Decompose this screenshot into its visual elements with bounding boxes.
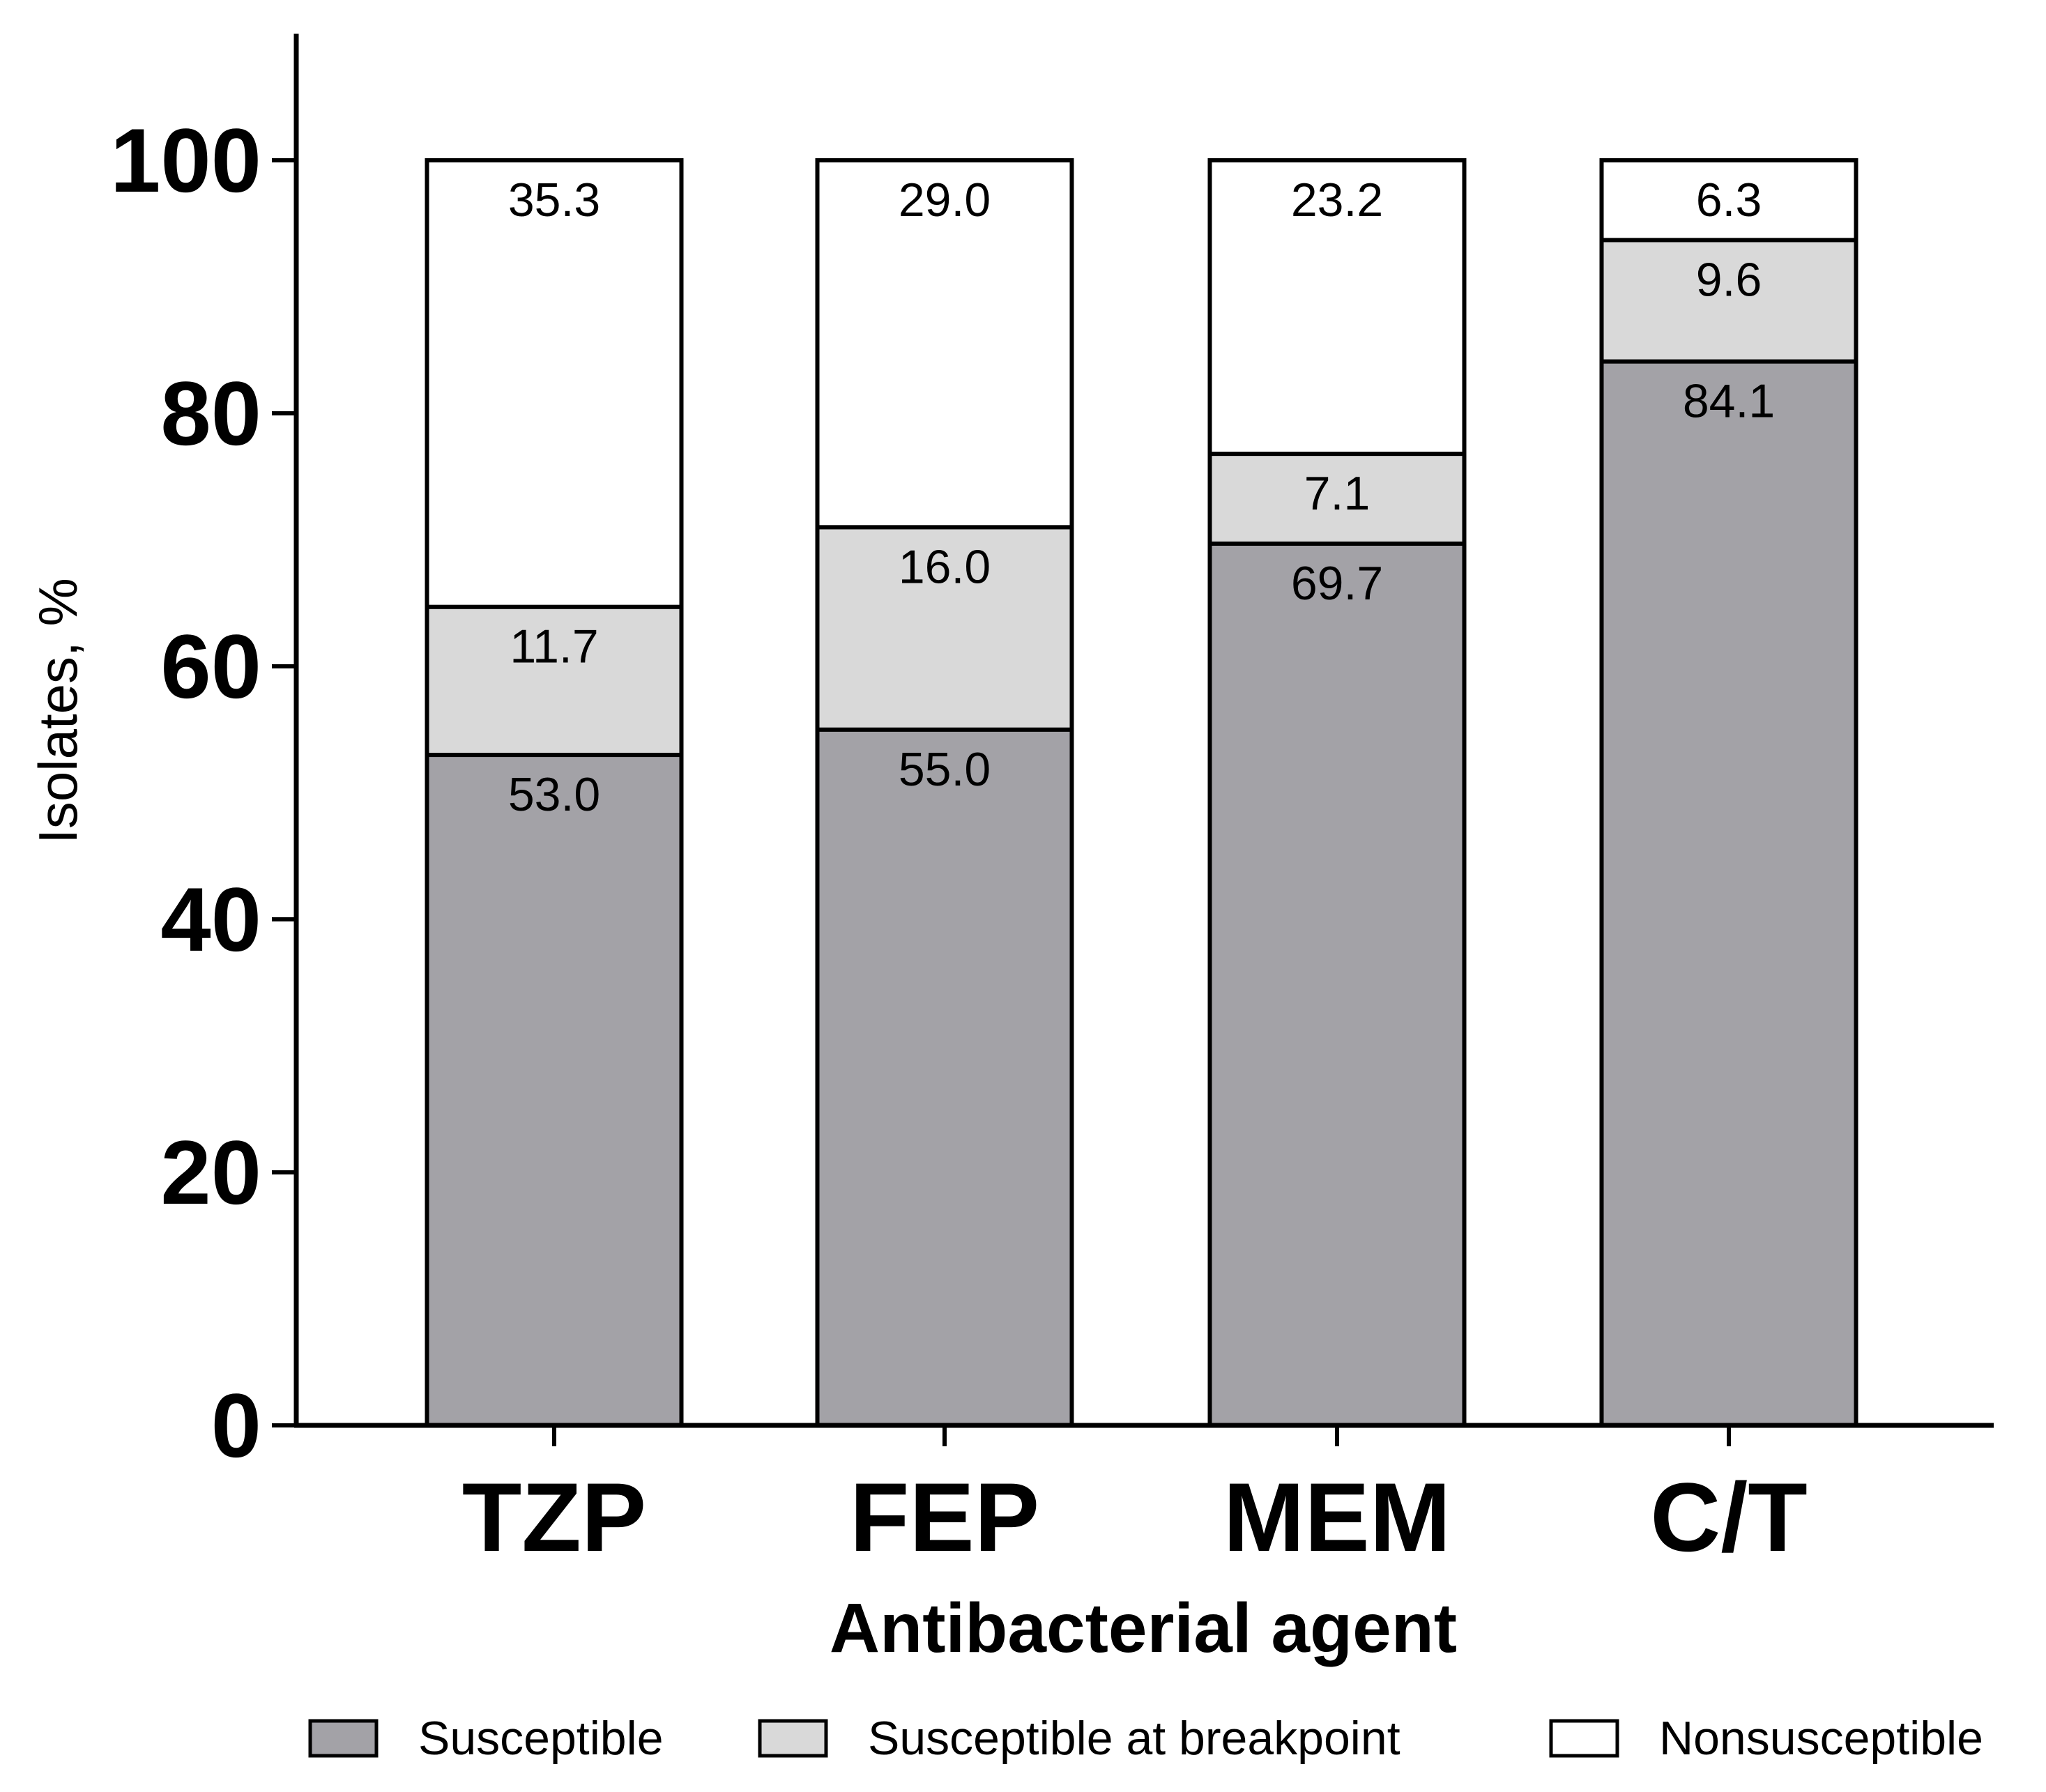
y-tick-label: 80 [160, 362, 261, 464]
bar-tzp-susceptible [425, 753, 684, 1428]
y-tick-label: 0 [211, 1374, 261, 1476]
data-label: 7.1 [1304, 467, 1371, 520]
data-label: 55.0 [899, 743, 991, 796]
legend-swatch [758, 1719, 828, 1758]
bar-tzp-susceptible-at-breakpoint [425, 604, 684, 758]
legend-label: Susceptible [418, 1712, 664, 1765]
x-tick-label: C/T [1650, 1462, 1808, 1572]
bar-c-t-susceptible [1599, 359, 1858, 1428]
y-axis-title: Isolates, % [27, 578, 89, 844]
data-label: 9.6 [1696, 253, 1762, 306]
legend-swatch [308, 1719, 379, 1758]
x-tick-label: MEM [1223, 1462, 1451, 1572]
data-label: 29.0 [899, 174, 991, 227]
data-label: 11.7 [510, 620, 598, 673]
bar-fep-susceptible-at-breakpoint [815, 525, 1074, 732]
data-label: 23.2 [1291, 174, 1383, 227]
data-label: 6.3 [1696, 174, 1762, 227]
data-label: 53.0 [508, 768, 600, 821]
bar-mem-susceptible-at-breakpoint [1207, 452, 1467, 546]
legend-label: Susceptible at breakpoint [868, 1712, 1400, 1765]
data-label: 69.7 [1291, 557, 1383, 610]
y-tick-label: 20 [160, 1121, 261, 1223]
axes-layer: TZP FEP MEM C/T 0 20 40 60 80 100 [110, 33, 1994, 1572]
x-axis-title: Antibacterial agent [830, 1589, 1457, 1667]
y-tick-label: 60 [160, 615, 261, 717]
data-label: 84.1 [1683, 375, 1775, 428]
legend-label: Nonsusceptible [1659, 1712, 1983, 1765]
bars-layer [425, 158, 1858, 1428]
bar-mem-nonsusceptible [1207, 158, 1467, 457]
legend: Susceptible Susceptible at breakpoint Nons… [308, 1712, 1983, 1765]
x-tick-label: FEP [850, 1462, 1039, 1572]
bar-c-t-susceptible-at-breakpoint [1599, 238, 1858, 364]
bar-c-t-nonsusceptible [1599, 158, 1858, 243]
y-tick-label: 100 [110, 109, 261, 211]
bar-mem-susceptible [1207, 541, 1467, 1428]
bar-tzp-nonsusceptible [425, 158, 684, 609]
labels-layer: 53.0 11.7 35.3 55.0 16.0 29.0 69.7 7.1 23.2 84.1 9… [508, 174, 1775, 821]
x-tick-label: TZP [462, 1462, 646, 1572]
data-label: 16.0 [899, 540, 991, 593]
bar-fep-nonsusceptible [815, 158, 1074, 530]
bar-fep-susceptible [815, 727, 1074, 1427]
legend-swatch [1549, 1719, 1619, 1758]
data-label: 35.3 [508, 174, 600, 227]
y-tick-label: 40 [160, 868, 261, 970]
